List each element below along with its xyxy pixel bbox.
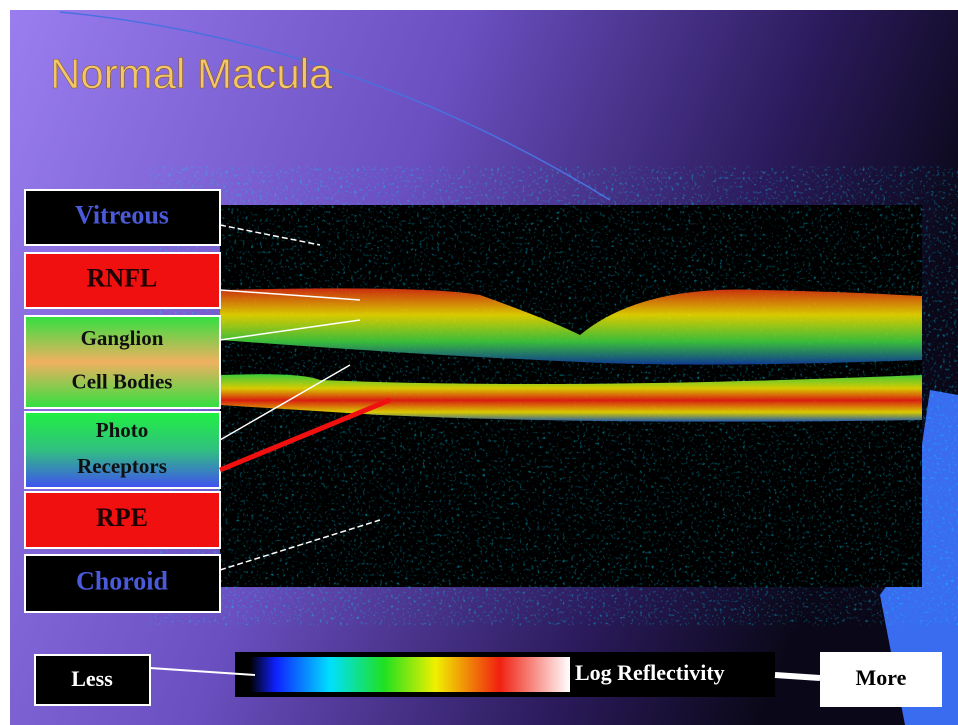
arc	[59, 11, 611, 201]
leader	[219, 224, 321, 246]
scale-low: Less	[71, 666, 113, 691]
scale-gradient	[250, 657, 570, 692]
label-text: Receptors	[77, 454, 167, 478]
label-text: RPE	[96, 503, 148, 532]
scale-label: Log Reflectivity	[575, 660, 725, 685]
leader	[219, 364, 351, 441]
scale-high: More	[856, 665, 907, 690]
label-text: Choroid	[76, 566, 169, 595]
layer-label: RPE	[24, 397, 391, 549]
label-box	[24, 315, 221, 409]
layer-label: Photo Receptors	[24, 364, 351, 489]
leader	[219, 519, 381, 571]
leader	[219, 319, 361, 341]
leader	[219, 397, 391, 473]
label-box	[24, 252, 221, 309]
label-box	[24, 491, 221, 549]
layer-labels: Vitreous RNFL Ganglion Cell Bodies Photo Rece…	[24, 189, 391, 613]
label-box	[24, 411, 221, 489]
label-text: Photo	[96, 418, 149, 442]
layer-label: Choroid	[24, 519, 381, 613]
layer-label: Ganglion Cell Bodies	[24, 315, 361, 409]
layer-label: RNFL	[24, 252, 361, 309]
oct-image	[220, 205, 922, 587]
title: Normal Macula	[50, 50, 333, 97]
label-text: RNFL	[87, 263, 158, 292]
label-text: Ganglion	[81, 326, 164, 350]
label-box	[24, 554, 221, 613]
leader	[219, 289, 361, 301]
scale: Less Log Reflectivity More	[34, 652, 942, 707]
label-text: Cell Bodies	[72, 370, 173, 394]
label-box	[24, 189, 221, 246]
label-text: Vitreous	[75, 200, 169, 229]
layer-label: Vitreous	[24, 189, 321, 246]
